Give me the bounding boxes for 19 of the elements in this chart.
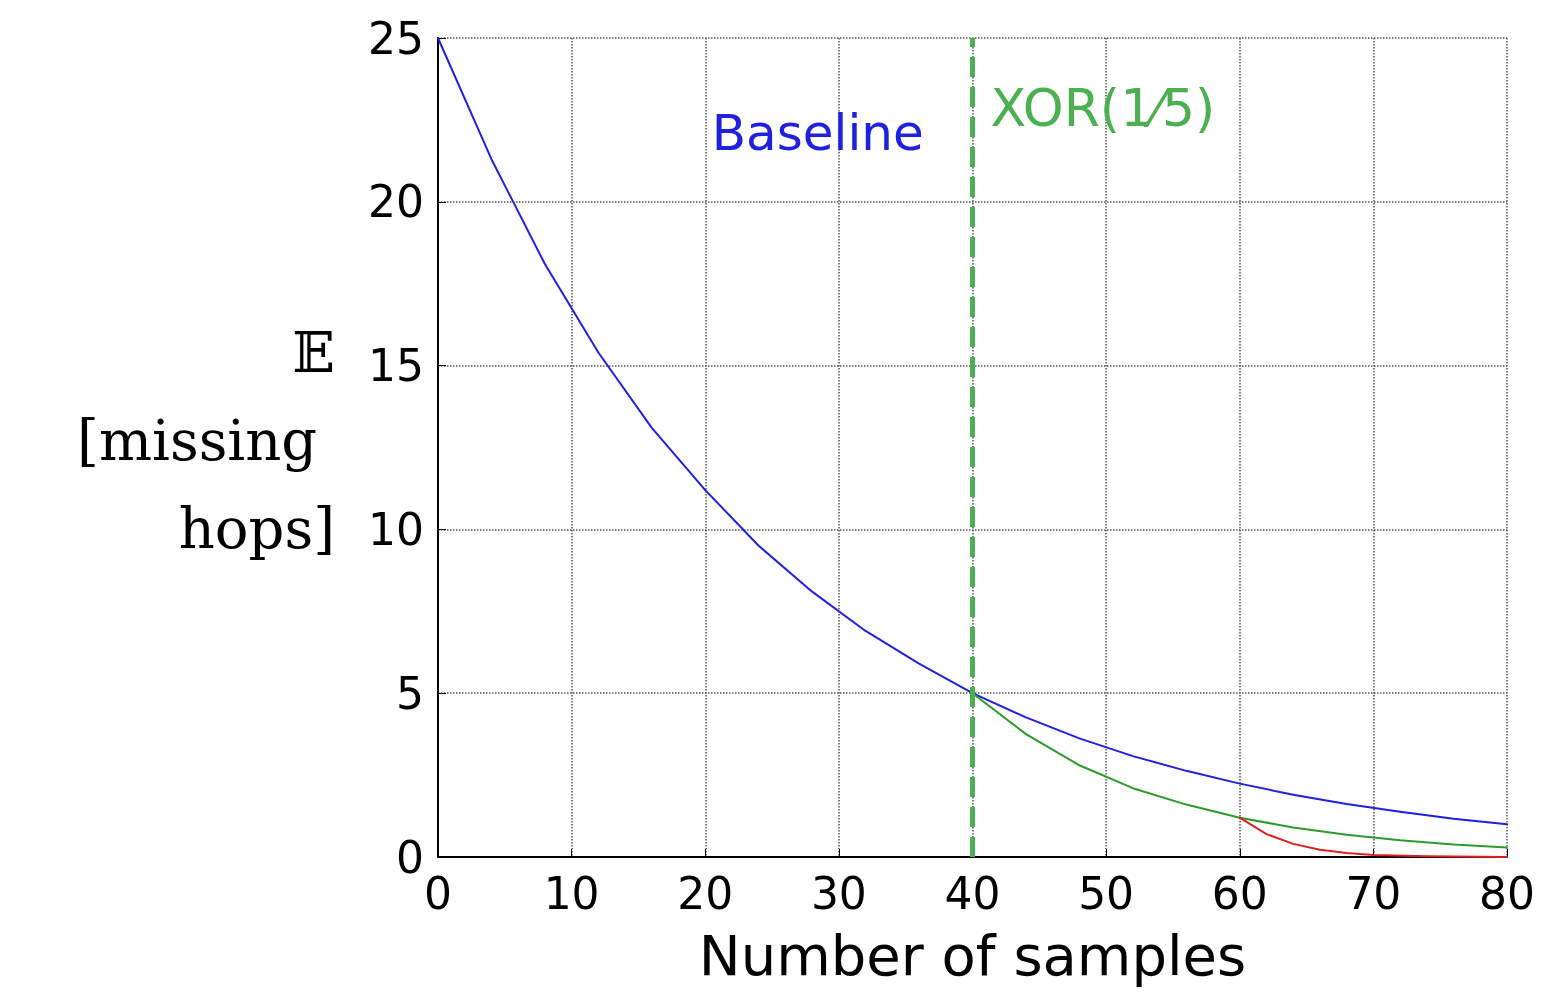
x-tick-label: 30 (810, 867, 867, 919)
x-tick-label: 20 (677, 867, 734, 919)
y-tick-label: 0 (396, 831, 424, 883)
y-tick-label: 15 (368, 340, 424, 392)
y-tick-label: 25 (368, 12, 424, 64)
x-tick-label: 50 (1078, 867, 1135, 919)
line-series (1238, 816, 1508, 858)
x-axis-title: Number of samples (698, 922, 1247, 988)
x-tick-label: 70 (1345, 867, 1402, 919)
y-axis-title: 𝔼[missing hops] (77, 319, 335, 561)
y-tick-label: 10 (368, 503, 424, 555)
ref-line-label: XOR(1⁄5) (990, 78, 1216, 138)
x-tick-label: 80 (1479, 867, 1535, 919)
y-tick-label: 5 (396, 667, 424, 719)
x-tick-label: 60 (1211, 867, 1268, 919)
x-tick-label: 10 (543, 867, 600, 919)
y-tick-label: 20 (368, 176, 424, 228)
text: Baseline (711, 104, 924, 162)
x-tick-label: 40 (944, 867, 1001, 919)
